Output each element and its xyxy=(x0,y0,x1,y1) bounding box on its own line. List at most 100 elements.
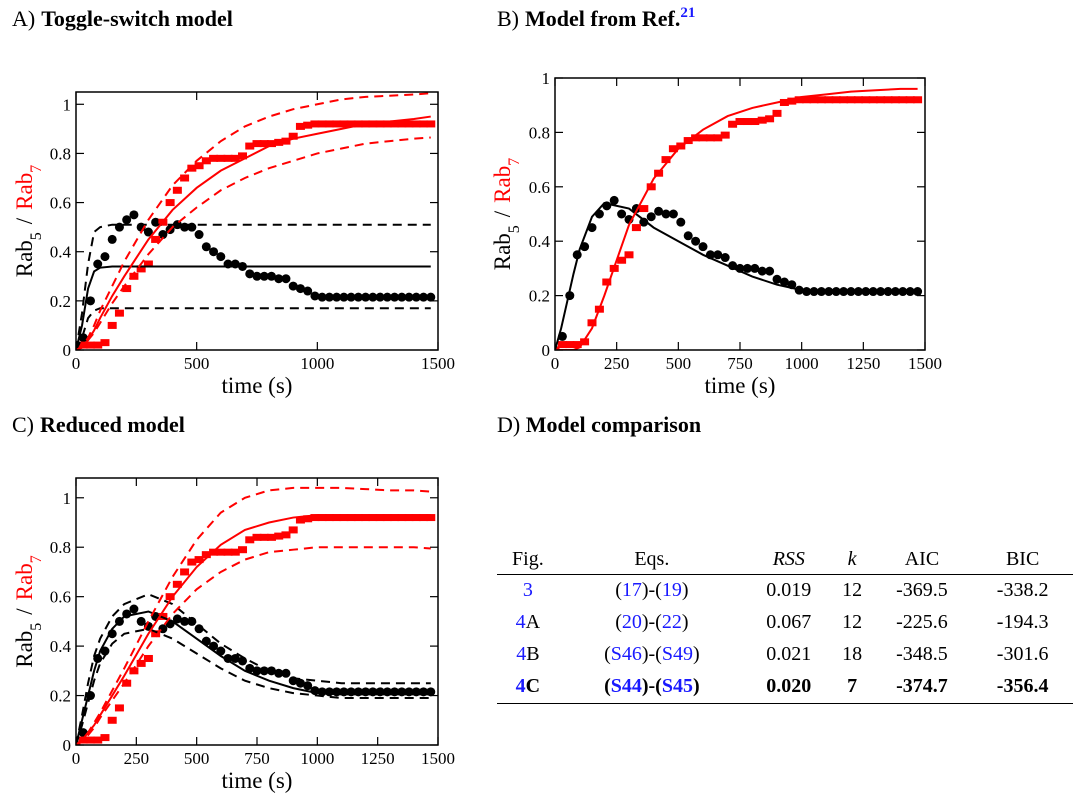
data-point xyxy=(624,251,634,259)
cell-text: 18 xyxy=(842,643,863,665)
data-point xyxy=(78,333,88,343)
data-point xyxy=(310,514,320,522)
data-point xyxy=(779,98,789,106)
cell-text: 0.021 xyxy=(766,643,812,665)
reference-link: 19 xyxy=(661,579,682,601)
cell-text: ) xyxy=(692,643,700,665)
cell-text: -356.4 xyxy=(996,675,1049,697)
data-point xyxy=(114,309,124,317)
table-cell: -356.4 xyxy=(972,671,1073,704)
table-cell: 7 xyxy=(832,671,872,704)
data-point xyxy=(259,271,269,281)
data-point xyxy=(288,132,298,140)
data-point xyxy=(332,120,342,128)
y-tick-label: 0.2 xyxy=(50,292,71,311)
x-axis-label: time (s) xyxy=(222,373,293,398)
table-cell: -194.3 xyxy=(972,607,1073,639)
y-tick-label: 1 xyxy=(63,489,72,508)
fit-line xyxy=(76,223,431,350)
panel-label: D) xyxy=(497,412,520,437)
data-point xyxy=(572,341,582,349)
x-tick-label: 750 xyxy=(244,749,270,768)
data-point xyxy=(646,212,656,222)
table-cell: -301.6 xyxy=(972,639,1073,671)
table-cell: 12 xyxy=(833,575,872,608)
data-point xyxy=(303,681,313,691)
x-tick-label: 0 xyxy=(72,354,81,373)
data-point xyxy=(281,274,291,284)
reference-link: 4 xyxy=(516,643,527,665)
data-point xyxy=(668,145,678,153)
table-cell: 4B xyxy=(497,639,559,671)
fit-line xyxy=(76,627,431,745)
panel-title: D) Model comparison xyxy=(497,412,701,437)
data-point xyxy=(668,209,678,219)
data-point xyxy=(216,548,226,556)
data-point xyxy=(411,292,421,302)
cell-text: 7 xyxy=(847,675,858,697)
data-point xyxy=(172,580,182,588)
data-point xyxy=(557,341,567,349)
data-point xyxy=(129,667,139,675)
data-point xyxy=(411,514,421,522)
fit-line xyxy=(76,486,431,745)
comparison-table: Fig. Eqs. RSS k AIC BIC 3 (17)-(19) 0.019 12 -369.… xyxy=(497,546,1073,704)
data-point xyxy=(201,551,211,559)
x-tick-label: 500 xyxy=(184,354,210,373)
cell-text: 12 xyxy=(842,579,863,601)
data-point xyxy=(266,271,276,281)
x-tick-label: 1250 xyxy=(846,354,880,373)
data-point xyxy=(382,514,392,522)
x-tick-label: 1000 xyxy=(300,354,334,373)
data-point xyxy=(390,514,400,522)
data-point xyxy=(303,515,313,523)
data-point xyxy=(883,96,893,104)
data-point xyxy=(238,152,248,160)
data-point xyxy=(787,97,797,105)
cell-text: )-( xyxy=(641,611,662,633)
data-point xyxy=(266,533,276,541)
data-point xyxy=(209,247,219,257)
reference-link: S49 xyxy=(661,643,693,665)
data-point xyxy=(382,120,392,128)
data-point xyxy=(165,199,175,207)
data-point xyxy=(779,277,789,287)
fit-line xyxy=(76,136,431,350)
data-point xyxy=(324,120,334,128)
data-point xyxy=(905,96,915,104)
data-point xyxy=(809,96,819,104)
cell-text: -348.5 xyxy=(896,643,948,665)
y-tick-label: 0.4 xyxy=(50,243,72,262)
data-point xyxy=(266,666,276,676)
panel-label: A) xyxy=(12,6,35,31)
table-cell: (S44)-(S45) xyxy=(558,671,745,704)
data-point xyxy=(353,292,363,302)
data-point xyxy=(404,120,414,128)
cell-text: )-( xyxy=(641,643,662,665)
table-cell: -225.6 xyxy=(872,607,973,639)
data-point xyxy=(404,292,414,302)
data-point xyxy=(868,96,878,104)
cell-text: 0.067 xyxy=(766,611,812,633)
data-point xyxy=(346,292,356,302)
data-point xyxy=(824,96,834,104)
data-point xyxy=(245,269,255,279)
data-point xyxy=(913,96,923,104)
data-point xyxy=(252,271,262,281)
cell-text: ( xyxy=(604,675,611,697)
data-point xyxy=(136,616,146,626)
y-axis-label-part: 5 xyxy=(28,623,45,631)
data-point xyxy=(151,235,161,243)
cell-text: )-( xyxy=(641,579,662,601)
data-point xyxy=(122,215,132,225)
data-point xyxy=(361,292,371,302)
cell-text: ) xyxy=(681,611,689,633)
data-point xyxy=(151,630,161,638)
data-point xyxy=(375,120,385,128)
data-point xyxy=(230,154,240,162)
data-point xyxy=(295,516,305,524)
reference-link: 3 xyxy=(522,579,533,601)
data-point xyxy=(310,291,320,301)
cell-text: A xyxy=(525,611,541,633)
data-point xyxy=(397,292,407,302)
